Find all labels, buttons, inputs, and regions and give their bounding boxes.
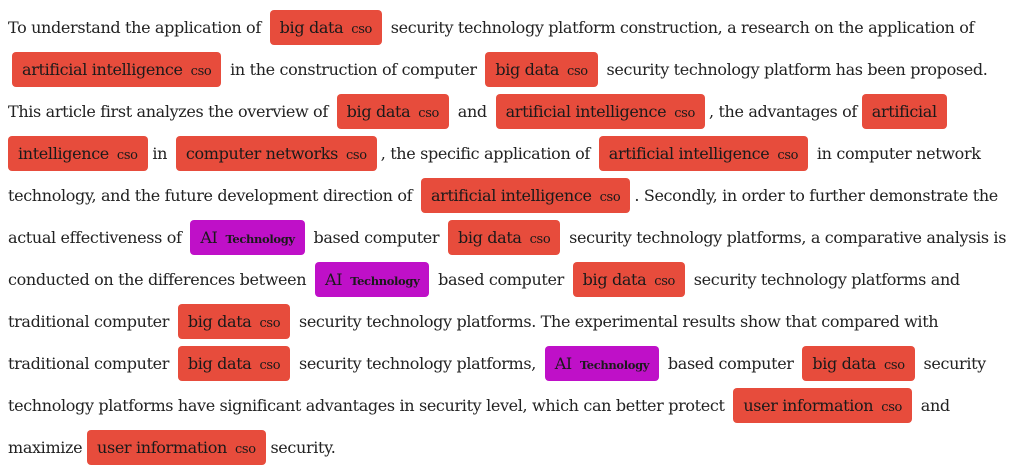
entity-text: artificial intelligence	[18, 102, 937, 163]
entity-mark[interactable]: big data cso	[802, 346, 915, 381]
entity-text: user information	[743, 396, 874, 415]
text-segment: in the construction of computer	[230, 60, 477, 79]
entity-mark[interactable]: computer networks cso	[175, 136, 377, 171]
entity-text: AI	[200, 228, 218, 247]
text-segment: security technology platform has been pr…	[8, 60, 988, 121]
text-segment: security technology platforms. The exper…	[8, 312, 939, 373]
entity-label: cso	[418, 106, 440, 121]
entity-mark[interactable]: AI Technology	[544, 346, 660, 381]
entity-mark[interactable]: big data cso	[336, 94, 450, 129]
entity-label: cso	[351, 22, 373, 37]
entity-text: big data	[346, 102, 411, 121]
entity-label: Technology	[579, 358, 650, 372]
entity-text: AI	[325, 270, 343, 289]
text-segment: security.	[270, 438, 336, 457]
entity-label: cso	[259, 358, 281, 373]
entity-label: cso	[190, 64, 212, 79]
entity-label: cso	[259, 316, 281, 331]
annotated-abstract: To understand the application of big dat…	[8, 8, 1020, 470]
entity-text: big data	[582, 270, 647, 289]
entity-mark[interactable]: artificial intelligence cso	[598, 136, 809, 171]
entity-text: computer networks	[185, 144, 338, 163]
entity-label: cso	[654, 274, 676, 289]
entity-text: big data	[457, 228, 522, 247]
text-segment: based computer	[667, 354, 794, 373]
entity-label: cso	[567, 64, 588, 79]
entity-label: cso	[234, 442, 256, 457]
entity-mark[interactable]: big data cso	[177, 304, 291, 339]
entity-label: cso	[777, 148, 799, 163]
entity-text: artificial intelligence	[22, 60, 183, 79]
text-segment: . Secondly, in order to further demonstr…	[8, 186, 998, 247]
entity-mark[interactable]: big data cso	[447, 220, 561, 255]
entity-label: cso	[599, 190, 621, 205]
entity-text: big data	[187, 312, 252, 331]
text-segment: based computer	[438, 270, 564, 289]
entity-mark[interactable]: big data cso	[269, 10, 383, 45]
entity-mark[interactable]: user information cso	[733, 388, 912, 423]
entity-label: cso	[884, 358, 905, 373]
entity-text: artificial intelligence	[608, 144, 770, 163]
text-segment: security technology platforms have signi…	[8, 354, 986, 415]
entity-mark[interactable]: AI Technology	[190, 220, 305, 255]
text-segment: security technology platforms and tradit…	[8, 270, 960, 331]
entity-label: cso	[345, 148, 367, 163]
entity-mark[interactable]: big data cso	[485, 52, 598, 87]
entity-mark[interactable]: artificial intelligence cso	[495, 94, 705, 129]
entity-mark[interactable]: user information cso	[87, 430, 266, 465]
text-segment: and maximize	[8, 396, 950, 457]
entity-label: Technology	[350, 274, 420, 288]
entity-text: artificial intelligence	[430, 186, 592, 205]
entity-mark[interactable]: artificial intelligence cso	[420, 178, 631, 213]
entity-mark[interactable]: big data cso	[572, 262, 686, 297]
text-segment: security technology platforms,	[298, 354, 536, 373]
entity-text: AI	[554, 354, 573, 373]
entity-text: big data	[187, 354, 252, 373]
text-segment: security technology platforms, a compara…	[8, 228, 1007, 289]
entity-text: user information	[97, 438, 227, 457]
text-segment: , the advantages of	[708, 102, 857, 121]
entity-label: Technology	[225, 232, 296, 246]
entity-text: big data	[812, 354, 876, 373]
entity-label: cso	[881, 400, 902, 415]
entity-label: cso	[116, 148, 138, 163]
text-segment: in	[152, 144, 168, 163]
entity-mark[interactable]: big data cso	[177, 346, 291, 381]
entity-text: big data	[495, 60, 560, 79]
text-segment: based computer	[313, 228, 440, 247]
entity-text: big data	[279, 18, 344, 37]
text-segment: and	[457, 102, 487, 121]
text-segment: , the specific application of	[380, 144, 591, 163]
entity-label: cso	[674, 106, 695, 121]
entity-text: artificial intelligence	[505, 102, 667, 121]
text-segment: To understand the application of	[8, 18, 261, 37]
text-segment: security technology platform constructio…	[390, 18, 975, 37]
text-segment: in computer network technology, and the …	[8, 144, 981, 205]
entity-mark[interactable]: AI Technology	[315, 262, 430, 297]
entity-mark[interactable]: artificial intelligence cso	[12, 52, 222, 87]
entity-label: cso	[529, 232, 551, 247]
